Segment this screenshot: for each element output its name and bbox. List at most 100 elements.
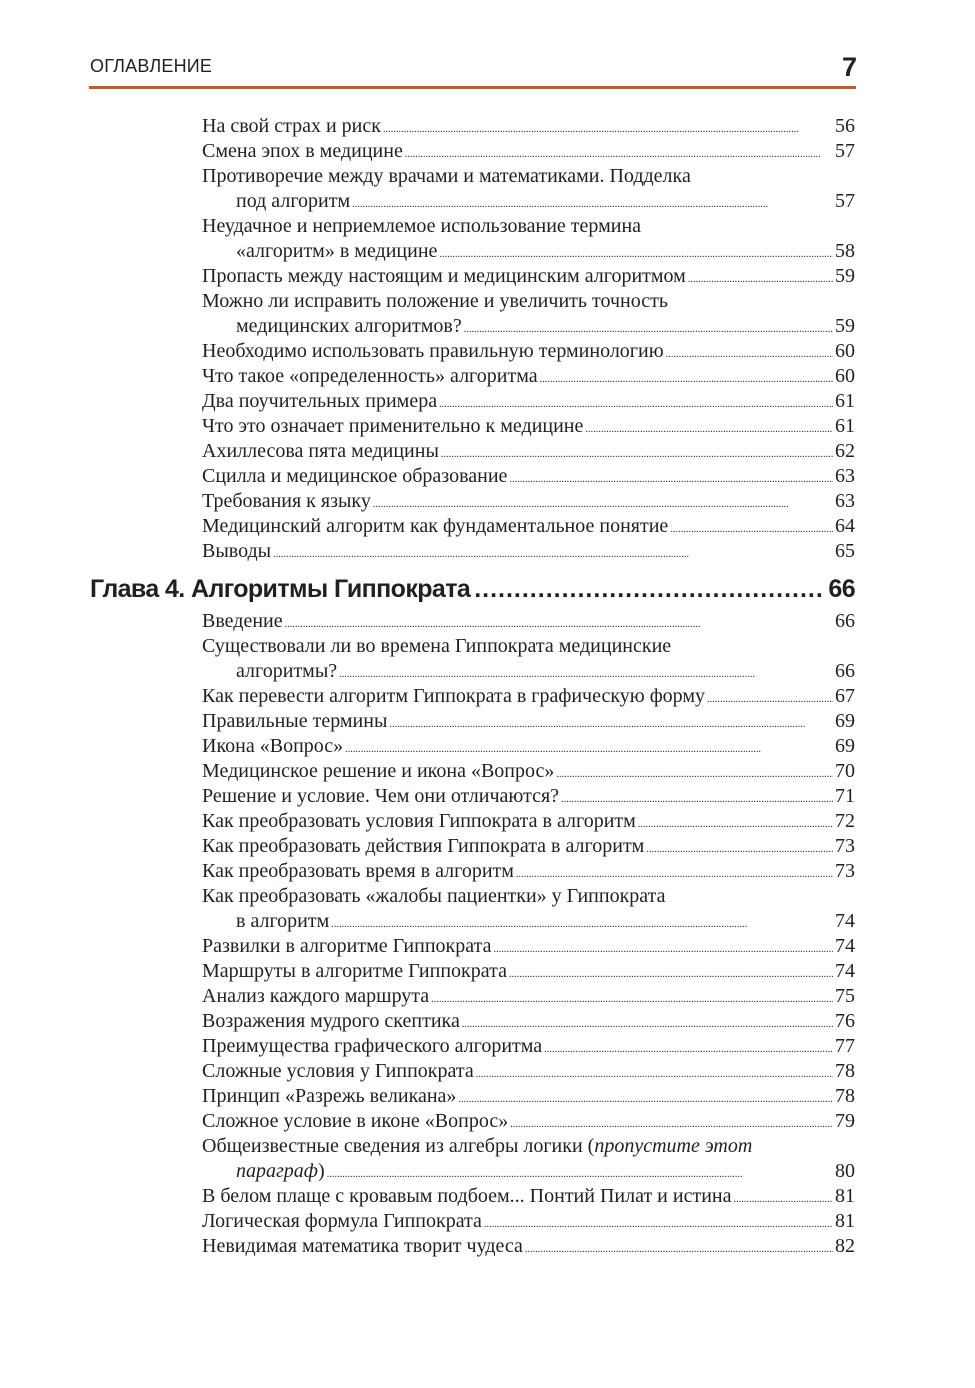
toc-entry-line: медицинских алгоритмов? 59 <box>202 314 855 339</box>
toc-entry-line: Медицинский алгоритм как фундаментальное… <box>202 514 855 539</box>
entry-title: Принцип «Разрежь великана» <box>202 1085 457 1107</box>
toc-entry: Логическая формула Гиппократа 81 <box>202 1209 855 1234</box>
entry-page: 67 <box>835 685 855 707</box>
entry-title: Медицинский алгоритм как фундаментальное… <box>202 515 669 537</box>
toc-entry: Сцилла и медицинское образование 63 <box>202 464 855 489</box>
toc-entry-line: параграф) 80 <box>202 1159 855 1184</box>
dot-leader <box>585 414 833 439</box>
toc-entry-line: Общеизвестные сведения из алгебры логики… <box>202 1134 855 1159</box>
entry-title-italic: параграф <box>236 1160 319 1182</box>
toc-entry-line: Введение 66 <box>202 609 855 634</box>
entry-page: 72 <box>835 810 855 832</box>
toc-entry-line: Принцип «Разрежь великана» 78 <box>202 1084 855 1109</box>
toc-entry-line: Существовали ли во времена Гиппократа ме… <box>202 634 855 659</box>
entry-title: Что такое «определенность» алгоритма <box>202 365 538 387</box>
entry-title: Два поучительных примера <box>202 390 438 412</box>
entry-title: Сцилла и медицинское образование <box>202 465 508 487</box>
entry-page: 75 <box>835 985 855 1007</box>
toc-entry-line: алгоритмы? 66 <box>202 659 855 684</box>
entry-title: Медицинское решение и икона «Вопрос» <box>202 760 555 782</box>
dot-leader <box>389 709 833 734</box>
entry-title: Можно ли исправить положение и увеличить… <box>202 290 668 312</box>
toc-entry-line: Развилки в алгоритме Гиппократа 74 <box>202 934 855 959</box>
entry-title: Общеизвестные сведения из алгебры логики… <box>202 1135 595 1157</box>
entry-page: 81 <box>835 1210 855 1232</box>
toc-entry: Пропасть между настоящим и медицинским а… <box>202 264 855 289</box>
table-of-contents: На свой страх и риск56Смена эпох в медиц… <box>90 114 856 1259</box>
entry-title: Неудачное и неприемлемое использование т… <box>202 215 642 237</box>
entry-title: Икона «Вопрос» <box>202 735 344 757</box>
dot-leader <box>273 539 833 564</box>
dot-leader <box>707 684 833 709</box>
entry-page: 64 <box>835 515 855 537</box>
dot-leader <box>556 759 833 784</box>
toc-entry-line: Сцилла и медицинское образование 63 <box>202 464 855 489</box>
entry-title: Преимущества графического алгоритма <box>202 1035 543 1057</box>
toc-entry: Как преобразовать условия Гиппократа в а… <box>202 809 855 834</box>
dot-leader <box>439 239 833 264</box>
entry-page: 63 <box>835 465 855 487</box>
dot-leader <box>484 1209 833 1234</box>
entry-title-italic: пропустите этот <box>594 1135 753 1157</box>
dot-leader <box>458 1084 833 1109</box>
entry-title: Необходимо использовать правильную терми… <box>202 340 664 362</box>
dot-leader <box>544 1034 833 1059</box>
entry-page: 66 <box>835 660 855 682</box>
dot-leader <box>646 834 833 859</box>
toc-entry: Существовали ли во времена Гиппократа ме… <box>202 634 855 684</box>
entry-page: 59 <box>835 265 855 287</box>
dot-leader <box>352 189 833 214</box>
dot-leader <box>383 114 833 139</box>
entry-title: Выводы <box>202 540 272 562</box>
toc-entry: Как преобразовать «жалобы пациентки» у Г… <box>202 884 855 934</box>
dot-leader <box>439 389 833 414</box>
toc-entry-line: Решение и условие. Чем они отличаются? 71 <box>202 784 855 809</box>
entry-page: 74 <box>835 960 855 982</box>
dot-leader <box>339 659 833 684</box>
toc-entry-line: Как преобразовать «жалобы пациентки» у Г… <box>202 884 855 909</box>
toc-entry: Противоречие между врачами и математикам… <box>202 164 855 214</box>
toc-entry-line: Маршруты в алгоритме Гиппократа 74 <box>202 959 855 984</box>
entry-page: 81 <box>835 1185 855 1207</box>
entry-page: 65 <box>835 540 855 562</box>
dot-leader <box>638 809 833 834</box>
toc-entry: Требования к языку 63 <box>202 489 855 514</box>
dot-leader <box>510 1109 833 1134</box>
toc-entry-line: Медицинское решение и икона «Вопрос» 70 <box>202 759 855 784</box>
entry-title: Маршруты в алгоритме Гиппократа <box>202 960 507 982</box>
toc-entry: Можно ли исправить положение и увеличить… <box>202 289 855 339</box>
entry-title: Решение и условие. Чем они отличаются? <box>202 785 560 807</box>
toc-entry-line: Ахиллесова пята медицины 62 <box>202 439 855 464</box>
entry-title: Требования к языку <box>202 490 371 512</box>
entry-page: 79 <box>835 1110 855 1132</box>
dot-leader <box>509 464 833 489</box>
toc-entry: Преимущества графического алгоритма 77 <box>202 1034 855 1059</box>
dot-leader <box>441 439 833 464</box>
toc-entry-line: На свой страх и риск 56 <box>202 114 855 139</box>
entry-title: Пропасть между настоящим и медицинским а… <box>202 265 686 287</box>
entry-title: медицинских алгоритмов? <box>236 315 462 337</box>
toc-entry-line: «алгоритм» в медицине 58 <box>202 239 855 264</box>
dot-leader <box>405 139 833 164</box>
toc-entry: В белом плаще с кровавым подбоем... Понт… <box>202 1184 855 1209</box>
toc-entry: Что такое «определенность» алгоритма 60 <box>202 364 855 389</box>
entry-page: 82 <box>835 1235 855 1257</box>
toc-entry-line: Анализ каждого маршрута 75 <box>202 984 855 1009</box>
dot-leader <box>474 575 824 604</box>
page-number: 7 <box>841 52 857 82</box>
toc-entry: Неудачное и неприемлемое использование т… <box>202 214 855 264</box>
toc-entry: Что это означает применительно к медицин… <box>202 414 855 439</box>
dot-leader <box>688 264 833 289</box>
entry-title: Анализ каждого маршрута <box>202 985 430 1007</box>
entry-page: 80 <box>835 1160 855 1182</box>
toc-entry: Возражения мудрого скептика 76 <box>202 1009 855 1034</box>
toc-entry: Как преобразовать действия Гиппократа в … <box>202 834 855 859</box>
toc-entry-line: Правильные термины 69 <box>202 709 855 734</box>
entry-title: под алгоритм <box>236 190 351 212</box>
entry-page: 74 <box>835 935 855 957</box>
entry-page: 57 <box>835 190 855 212</box>
toc-entry: Медицинское решение и икона «Вопрос» 70 <box>202 759 855 784</box>
entry-page: 61 <box>835 390 855 412</box>
entry-title: Логическая формула Гиппократа <box>202 1210 482 1232</box>
